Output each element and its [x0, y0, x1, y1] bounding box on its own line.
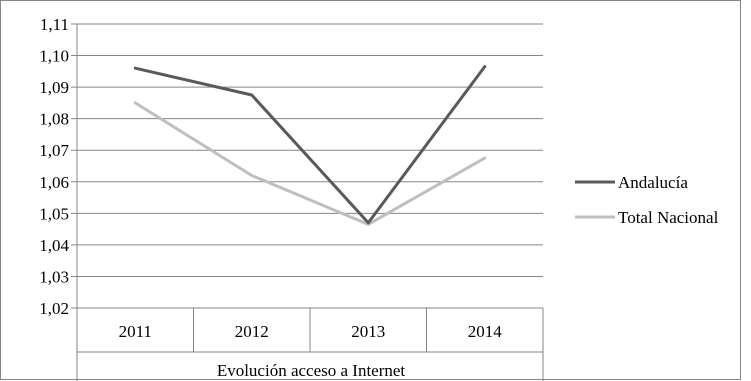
x-tick-label: 2011	[119, 322, 152, 341]
y-tick-label: 1,03	[39, 267, 69, 286]
legend: Andalucía Total Nacional	[575, 173, 719, 227]
series-lines	[133, 65, 487, 226]
y-tick-label: 1,06	[39, 173, 69, 192]
y-tick-label: 1,04	[39, 236, 69, 255]
y-tick-label: 1,02	[39, 299, 69, 318]
y-tick-label: 1,10	[39, 47, 69, 66]
category-group-label: Evolución acceso a Internet	[217, 361, 406, 380]
x-tick-label: 2012	[235, 322, 269, 341]
legend-label: Total Nacional	[618, 208, 719, 227]
y-tick-label: 1,07	[39, 141, 69, 160]
x-tick-labels: 2011 2012 2013 2014	[119, 322, 503, 341]
series-line-0	[133, 65, 487, 225]
y-tick-label: 1,08	[39, 110, 69, 129]
y-tick-label: 1,09	[39, 78, 69, 97]
gridlines	[71, 23, 543, 309]
series-line-1	[133, 101, 487, 226]
x-tick-label: 2013	[351, 322, 385, 341]
legend-label: Andalucía	[618, 173, 688, 192]
y-tick-label: 1,05	[39, 204, 69, 223]
y-tick-labels: 1,02 1,03 1,04 1,05 1,06 1,07 1,08 1,09 1,10 1,11	[39, 15, 69, 318]
y-tick-label: 1,11	[40, 15, 69, 34]
x-tick-label: 2014	[468, 322, 503, 341]
axes	[76, 24, 544, 381]
